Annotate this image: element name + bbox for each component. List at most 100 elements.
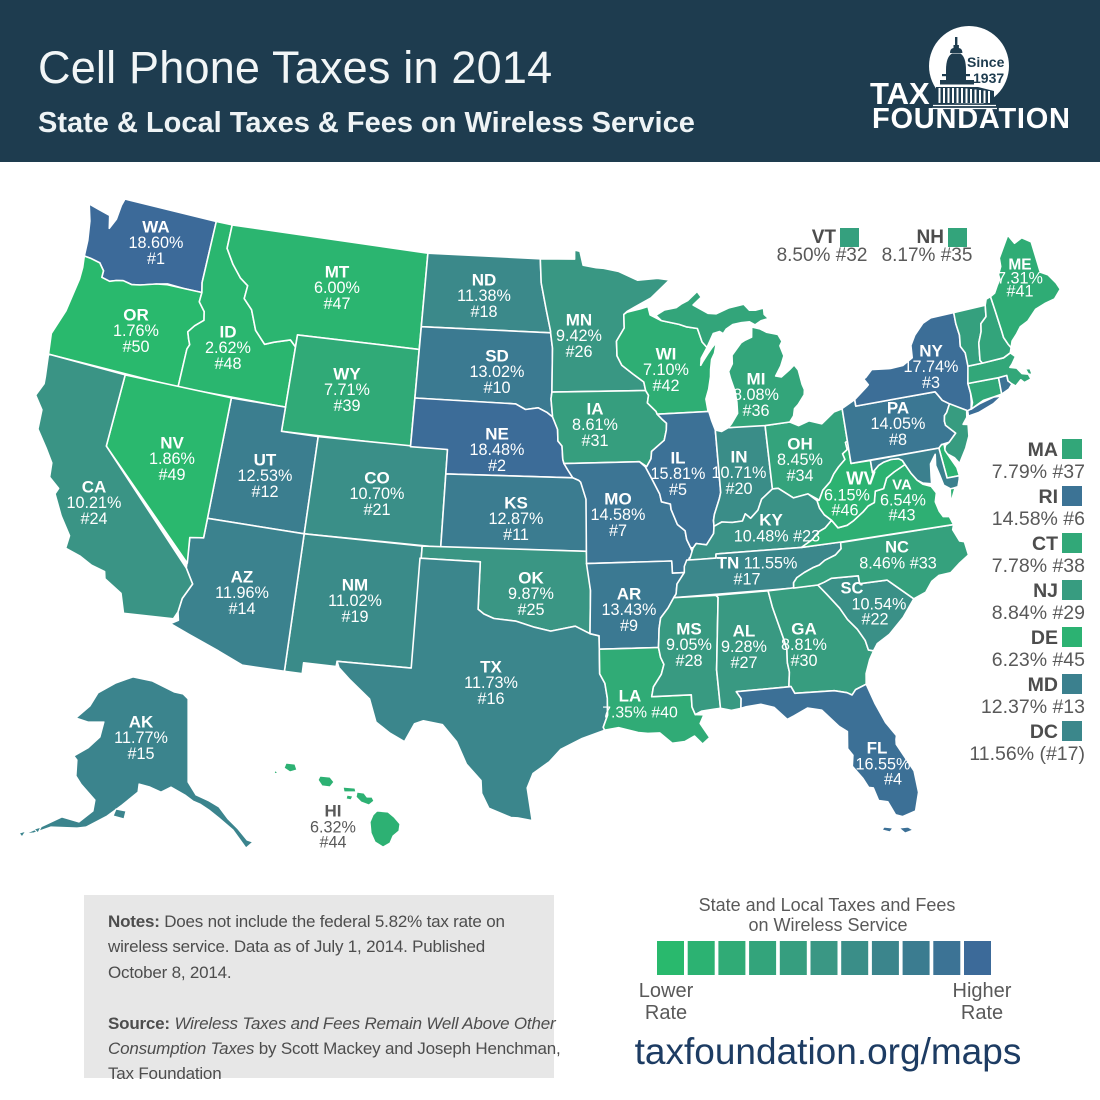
svg-text:OR: OR	[123, 306, 149, 325]
svg-text:#18: #18	[470, 303, 497, 321]
svg-text:CO: CO	[364, 469, 390, 488]
svg-text:#26: #26	[565, 343, 592, 361]
svg-text:KY: KY	[759, 511, 783, 530]
svg-text:7.35% #40: 7.35% #40	[602, 705, 678, 722]
svg-text:#11: #11	[503, 526, 529, 544]
svg-text:#17: #17	[733, 571, 760, 589]
svg-text:10.21%: 10.21%	[67, 494, 122, 512]
svg-text:FOUNDATION: FOUNDATION	[872, 103, 1070, 135]
svg-text:11.77%: 11.77%	[114, 729, 168, 747]
svg-text:1937: 1937	[973, 70, 1004, 86]
svg-text:MO: MO	[604, 490, 631, 509]
svg-text:#34: #34	[786, 467, 813, 485]
svg-text:7.78% #38: 7.78% #38	[992, 555, 1085, 577]
svg-text:10.70%: 10.70%	[350, 485, 405, 503]
svg-text:Higher: Higher	[953, 980, 1012, 1002]
svg-text:#30: #30	[790, 652, 817, 670]
svg-text:#15: #15	[127, 745, 154, 763]
svg-text:OK: OK	[518, 569, 544, 588]
svg-text:#7: #7	[609, 522, 627, 540]
svg-text:Rate: Rate	[645, 1002, 687, 1024]
svg-text:IL: IL	[670, 449, 685, 468]
svg-text:2.62%: 2.62%	[205, 339, 251, 357]
svg-text:#27: #27	[730, 654, 757, 672]
svg-text:AK: AK	[129, 713, 154, 732]
svg-text:11.56% (#17): 11.56% (#17)	[969, 743, 1085, 765]
svg-text:NY: NY	[919, 342, 943, 361]
svg-text:16.55%: 16.55%	[856, 756, 911, 774]
svg-text:9.42%: 9.42%	[556, 327, 602, 345]
svg-text:IN: IN	[731, 448, 748, 467]
svg-text:Rate: Rate	[961, 1002, 1003, 1024]
svg-text:#10: #10	[483, 379, 510, 397]
svg-text:1.76%: 1.76%	[113, 322, 159, 340]
svg-text:8.46% #33: 8.46% #33	[859, 555, 936, 573]
svg-text:RI: RI	[1039, 486, 1059, 508]
svg-text:UT: UT	[254, 451, 277, 470]
svg-text:HI: HI	[325, 802, 342, 821]
svg-text:State and Local Taxes and Fees: State and Local Taxes and Fees	[699, 895, 956, 915]
svg-text:#21: #21	[363, 501, 390, 519]
svg-text:6.54%: 6.54%	[880, 492, 926, 510]
svg-text:NE: NE	[485, 425, 509, 444]
svg-text:WY: WY	[333, 365, 361, 384]
svg-text:VA: VA	[892, 477, 912, 494]
svg-text:14.05%: 14.05%	[871, 415, 926, 433]
svg-text:#25: #25	[517, 601, 544, 619]
svg-text:#5: #5	[669, 481, 687, 499]
svg-text:VT: VT	[812, 227, 837, 248]
svg-text:#20: #20	[725, 480, 752, 498]
svg-text:#43: #43	[888, 507, 915, 525]
svg-text:WI: WI	[656, 345, 677, 364]
svg-text:7.71%: 7.71%	[324, 381, 370, 399]
svg-text:MN: MN	[566, 311, 592, 330]
svg-text:WV: WV	[846, 468, 876, 489]
svg-text:18.48%: 18.48%	[470, 441, 525, 459]
svg-text:MI: MI	[747, 370, 766, 389]
svg-text:13.43%: 13.43%	[602, 601, 657, 619]
svg-text:11.96%: 11.96%	[215, 584, 269, 602]
svg-text:CA: CA	[82, 478, 107, 497]
svg-text:#41: #41	[1006, 283, 1033, 301]
svg-text:ND: ND	[472, 271, 497, 290]
svg-text:#50: #50	[122, 338, 149, 356]
svg-text:13.02%: 13.02%	[470, 363, 525, 381]
svg-text:8.17% #35: 8.17% #35	[882, 245, 973, 266]
svg-text:#49: #49	[158, 466, 185, 484]
svg-text:8.45%: 8.45%	[777, 451, 823, 469]
svg-text:15.81%: 15.81%	[651, 465, 706, 483]
svg-text:TN 11.55%: TN 11.55%	[717, 554, 798, 573]
svg-text:12.37% #13: 12.37% #13	[981, 696, 1085, 718]
svg-text:NC: NC	[885, 539, 909, 557]
svg-text:17.74%: 17.74%	[904, 358, 959, 376]
svg-text:1.86%: 1.86%	[149, 450, 195, 468]
svg-text:#1: #1	[147, 250, 165, 268]
svg-text:8.84% #29: 8.84% #29	[992, 602, 1085, 624]
svg-text:AR: AR	[617, 585, 642, 604]
svg-text:14.58%: 14.58%	[591, 506, 646, 524]
svg-text:#9: #9	[620, 617, 638, 635]
svg-text:#48: #48	[214, 355, 241, 373]
svg-text:10.48% #23: 10.48% #23	[734, 528, 820, 546]
svg-text:MA: MA	[1028, 439, 1058, 461]
svg-text:KS: KS	[504, 494, 528, 513]
svg-text:9.87%: 9.87%	[508, 585, 554, 603]
svg-text:AL: AL	[733, 622, 756, 641]
svg-text:#46: #46	[831, 502, 858, 520]
svg-text:IA: IA	[587, 400, 604, 419]
svg-text:#8: #8	[889, 431, 907, 449]
svg-text:6.00%: 6.00%	[314, 279, 360, 297]
svg-text:NJ: NJ	[1033, 580, 1058, 602]
svg-text:#19: #19	[341, 608, 368, 626]
svg-text:7.31%: 7.31%	[997, 270, 1043, 288]
svg-text:ID: ID	[220, 323, 237, 342]
svg-text:PA: PA	[887, 399, 909, 418]
svg-text:10.54%: 10.54%	[852, 596, 907, 614]
svg-text:18.60%: 18.60%	[129, 234, 184, 252]
svg-text:8.50% #32: 8.50% #32	[777, 245, 868, 266]
svg-text:on Wireless Service: on Wireless Service	[748, 915, 907, 935]
svg-text:#22: #22	[861, 611, 888, 629]
svg-text:7.79% #37: 7.79% #37	[992, 461, 1085, 483]
svg-text:12.87%: 12.87%	[489, 510, 544, 528]
svg-text:14.58% #6: 14.58% #6	[992, 508, 1085, 530]
